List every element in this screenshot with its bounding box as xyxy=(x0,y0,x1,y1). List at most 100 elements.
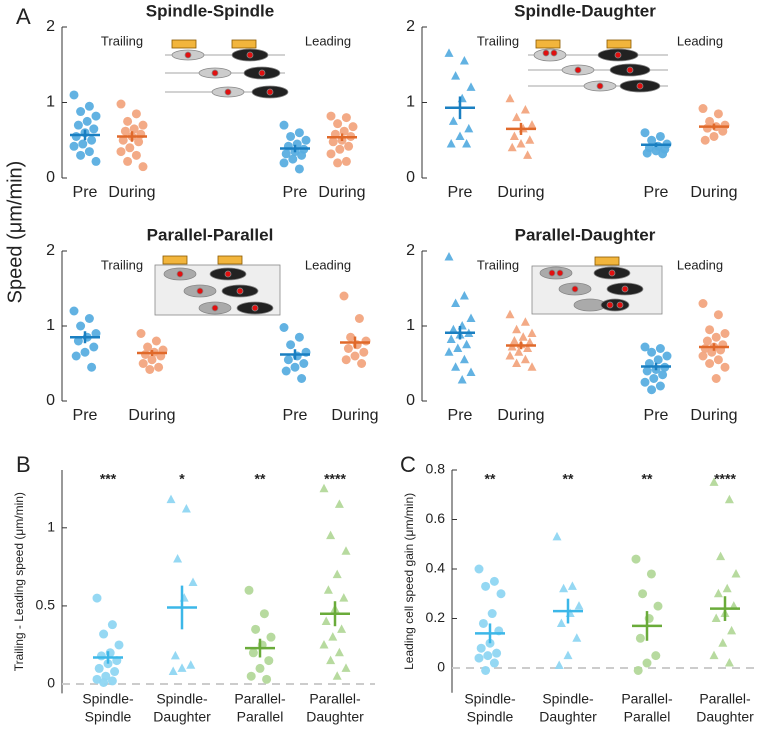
data-point xyxy=(96,651,106,661)
data-point xyxy=(716,551,726,561)
data-point xyxy=(642,148,652,158)
significance: ** xyxy=(255,471,266,487)
data-point xyxy=(655,344,665,353)
data-point xyxy=(702,123,712,133)
data-point xyxy=(326,111,336,121)
x-tick-label: Spindle- xyxy=(464,691,516,707)
data-point xyxy=(71,351,81,361)
x-tick-label: During xyxy=(128,407,175,424)
data-point xyxy=(702,336,712,346)
data-point xyxy=(335,144,345,154)
x-tick-label: Daughter xyxy=(306,709,364,725)
data-point xyxy=(731,568,741,578)
data-point xyxy=(78,139,88,149)
data-point xyxy=(337,624,347,633)
data-point xyxy=(73,336,83,346)
data-point xyxy=(339,291,349,301)
data-point xyxy=(727,625,737,635)
data-point xyxy=(87,362,97,372)
data-point xyxy=(110,667,120,677)
y-axis-label: Trailing - Leading speed (μm/min) xyxy=(12,492,26,671)
data-point xyxy=(333,158,343,168)
data-point xyxy=(489,576,499,586)
data-point xyxy=(91,111,101,121)
x-tick-label: Parallel- xyxy=(621,691,673,707)
significance: * xyxy=(179,471,185,487)
data-point xyxy=(655,131,665,141)
data-point xyxy=(444,48,454,57)
x-tick-label: Spindle- xyxy=(542,691,594,707)
x-tick-label: During xyxy=(690,184,737,201)
data-point xyxy=(326,149,336,159)
data-point xyxy=(361,336,371,346)
y-tick-label: 2 xyxy=(406,242,415,259)
data-point xyxy=(444,252,454,261)
data-point xyxy=(348,122,358,132)
data-point xyxy=(459,55,469,65)
panel-label: B xyxy=(16,452,31,477)
data-point xyxy=(705,359,715,368)
y-tick-label: 1 xyxy=(406,94,415,111)
y-tick-label: 1 xyxy=(46,317,55,334)
data-point xyxy=(339,126,349,136)
data-point xyxy=(559,583,569,593)
data-point xyxy=(125,143,135,153)
data-point xyxy=(297,150,307,160)
data-point xyxy=(107,620,117,630)
data-point xyxy=(466,313,476,322)
data-point xyxy=(451,71,461,80)
data-point xyxy=(633,665,643,675)
data-point xyxy=(507,142,517,152)
data-point xyxy=(116,147,126,157)
data-point xyxy=(705,116,715,126)
data-point xyxy=(662,351,672,361)
x-tick-label: During xyxy=(331,407,378,424)
x-tick-label: During xyxy=(318,184,365,201)
data-point xyxy=(69,90,79,100)
data-point xyxy=(574,601,584,610)
annotation: Trailing xyxy=(101,257,143,272)
y-tick-label: 0 xyxy=(437,659,445,675)
data-point xyxy=(455,131,465,140)
significance: ** xyxy=(563,471,574,487)
data-point xyxy=(483,651,493,661)
data-point xyxy=(84,101,94,111)
data-point xyxy=(143,342,153,352)
data-point xyxy=(279,158,289,168)
chart-title: Parallel-Daughter xyxy=(515,225,656,244)
data-point xyxy=(647,135,657,145)
data-point xyxy=(653,355,663,365)
data-point xyxy=(286,340,296,350)
chart-title: Parallel-Parallel xyxy=(147,225,274,244)
data-point xyxy=(321,616,331,626)
y-tick-label: 0.5 xyxy=(36,597,56,613)
annotation: Trailing xyxy=(477,257,519,272)
data-point xyxy=(294,128,304,138)
data-point xyxy=(512,324,522,334)
data-point xyxy=(653,601,663,611)
data-point xyxy=(505,309,515,319)
data-point xyxy=(476,643,486,653)
x-tick-label: During xyxy=(497,407,544,424)
data-point xyxy=(244,585,254,595)
data-point xyxy=(266,632,276,642)
x-tick-label: Spindle xyxy=(85,709,132,725)
data-point xyxy=(563,650,573,660)
data-point xyxy=(651,651,661,661)
data-point xyxy=(334,647,344,657)
annotation: Leading xyxy=(677,33,723,48)
data-point xyxy=(505,351,515,360)
y-tick-label: 0.8 xyxy=(426,461,446,477)
x-tick-label: Parallel- xyxy=(699,691,751,707)
data-point xyxy=(343,344,353,353)
data-point xyxy=(134,137,144,147)
data-point xyxy=(711,374,721,383)
data-point xyxy=(523,150,533,159)
x-tick-label: Pre xyxy=(448,184,473,201)
panel-label: A xyxy=(16,4,31,29)
data-point xyxy=(466,367,476,376)
data-point xyxy=(520,105,530,114)
data-point xyxy=(698,104,708,114)
schematic xyxy=(154,39,668,316)
